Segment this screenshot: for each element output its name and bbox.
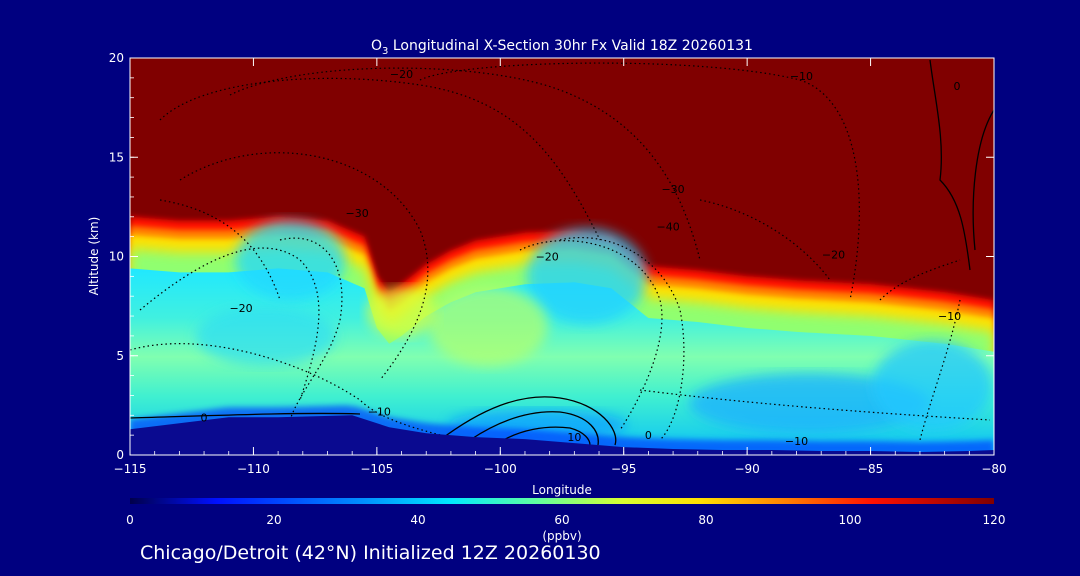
contour-solid-2 [469,411,599,446]
contour-label: 0 [645,429,652,442]
contour-dotted-2 [419,62,860,301]
contour-label: −10 [790,70,813,83]
contour-label: 0 [953,80,960,93]
colorbar-tick-label: 60 [554,513,569,527]
contour-dotted-6 [519,240,663,431]
contour-label: −10 [368,405,391,418]
ozone-lobe-2 [688,373,929,434]
contour-dotted-1 [229,67,701,261]
footer-label: Chicago/Detroit (42°N) Initialized 12Z 2… [140,542,601,564]
ozone-field [130,216,994,455]
contour-label: −20 [229,302,252,315]
contour-solid-1 [439,396,617,446]
x-tick-label: −85 [858,462,883,476]
colorbar-gradient [130,498,994,504]
x-tick-label: −80 [981,462,1006,476]
colorbar-tick-label: 120 [983,513,1006,527]
contour-label: −20 [536,250,559,263]
contour-dotted-13 [159,199,281,301]
colorbar-tick-label: 40 [410,513,425,527]
x-tick-label: −90 [734,462,759,476]
y-tick-label: 15 [109,150,124,164]
x-tick-label: −105 [360,462,393,476]
contour-label: 0 [201,411,208,424]
contour-dotted-4 [139,247,320,401]
y-tick-label: 20 [109,51,124,65]
contour-solid-4 [929,59,971,271]
terrain [130,415,994,455]
contour-solid-3 [499,426,591,446]
y-tick-label: 5 [116,349,124,363]
x-axis-label: Longitude [532,483,592,497]
x-axis: −115 −110 −105 −100 −95 −90 −85 −80 [114,58,1007,476]
contour-label: −30 [345,207,368,220]
contour-dotted-11 [919,299,961,441]
contour-solid-0 [130,412,361,419]
contour-label: 10 [567,431,581,444]
colorbar-tick-label: 100 [839,513,862,527]
ozone-lobe-4 [872,340,993,431]
contour-label: −10 [785,435,808,448]
y-axis: 0 5 10 15 20 [109,51,994,462]
colorbar-tick-label: 0 [126,513,134,527]
contour-label: −30 [661,183,684,196]
ozone-lobe-7 [366,287,437,338]
contour-label: −20 [822,248,845,261]
chart-title: O3 Longitudinal X-Section 30hr Fx Valid … [371,38,753,57]
contour-labels: −20 −30 −20 −20 −30 −40 −20 −10 −10 −10 0 0 10 0 −10 [201,68,962,448]
colorbar-tick-label: 20 [266,513,281,527]
x-tick-label: −95 [611,462,636,476]
contour-label: −20 [390,68,413,81]
y-tick-label: 0 [116,448,124,462]
colorbar-ticks: 0 20 40 60 80 100 120 [126,513,1005,527]
contour-solid-5 [972,109,994,251]
ozone-lobe-0 [235,220,346,301]
contour-label: −40 [657,221,680,234]
contour-label: −10 [938,310,961,323]
y-axis-label: Altitude (km) [87,217,101,296]
contour-dotted-5 [279,237,343,421]
x-tick-label: −115 [114,462,147,476]
contour-lines [130,59,994,446]
colorbar-tick-label: 80 [698,513,713,527]
x-tick-label: −110 [237,462,270,476]
contour-dotted-7 [559,236,685,441]
x-tick-label: −100 [484,462,517,476]
ozone-lobe-3 [195,305,336,366]
colorbar-label: (ppbv) [542,529,581,543]
ozone-lobe-6 [427,285,548,366]
plot-area: −20 −30 −20 −20 −30 −40 −20 −10 −10 −10 0 0 10 0 −10 [130,58,994,455]
y-tick-label: 10 [109,250,124,264]
colorbar: 0 20 40 60 80 100 120 (ppbv) [126,498,1005,543]
